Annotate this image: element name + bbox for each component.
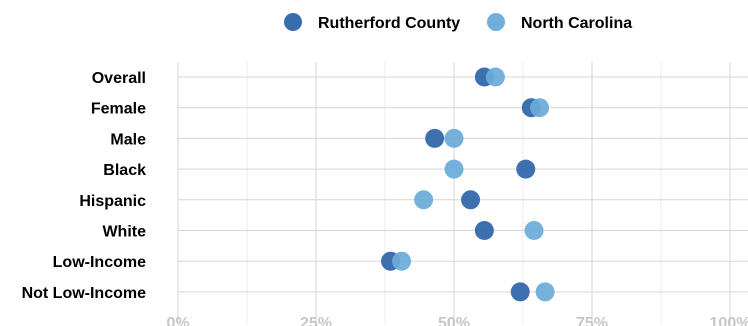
legend: Rutherford County North Carolina: [284, 13, 632, 32]
category-label-low-income: Low-Income: [53, 254, 146, 271]
legend-label-north-carolina: North Carolina: [521, 15, 632, 32]
x-tick-label-25: 25%: [300, 315, 332, 326]
category-label-overall: Overall: [92, 70, 146, 87]
point-north-carolina-white: [524, 221, 544, 240]
category-label-black: Black: [103, 162, 146, 179]
point-rutherford-county-white: [474, 221, 494, 240]
x-tick-label-50: 50%: [438, 315, 470, 326]
data-points: [381, 67, 555, 302]
point-north-carolina-low-income: [392, 251, 412, 271]
legend-marker-north-carolina: [487, 13, 505, 31]
category-label-hispanic: Hispanic: [79, 193, 146, 210]
legend-label-rutherford-county: Rutherford County: [318, 15, 460, 32]
x-tick-label-100: 100%: [710, 315, 748, 326]
x-tick-label-0: 0%: [166, 315, 189, 326]
point-north-carolina-hispanic: [414, 190, 434, 210]
category-label-not-low-income: Not Low-Income: [22, 285, 147, 302]
point-north-carolina-not-low-income: [535, 282, 555, 302]
category-label-white: White: [102, 224, 146, 241]
category-label-female: Female: [91, 101, 146, 118]
point-north-carolina-female: [530, 98, 550, 118]
legend-marker-rutherford-county: [284, 13, 302, 31]
grid-layer: [177, 62, 748, 325]
point-rutherford-county-black: [516, 159, 536, 179]
point-rutherford-county-male: [425, 128, 445, 148]
x-tick-label-75: 75%: [576, 315, 608, 326]
point-rutherford-county-not-low-income: [510, 282, 530, 302]
point-north-carolina-male: [444, 128, 464, 148]
point-north-carolina-black: [444, 159, 464, 179]
category-labels: Overall Female Male Black Hispanic White Low-I…: [22, 70, 147, 302]
point-north-carolina-overall: [485, 67, 505, 87]
category-label-male: Male: [110, 131, 146, 148]
x-tick-labels: 0% 25% 50% 75% 100%: [166, 315, 748, 326]
point-rutherford-county-hispanic: [461, 190, 481, 210]
